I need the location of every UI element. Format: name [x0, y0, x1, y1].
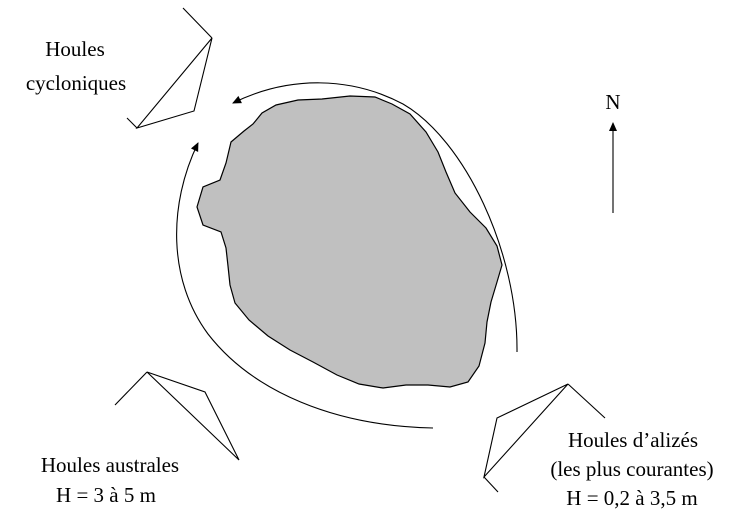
current-arrow-north [232, 82, 518, 353]
cyclonic-swell-label: Houles cycloniques [26, 37, 126, 95]
svg-text:Houles australes: Houles australes [41, 453, 179, 477]
svg-text:H = 3 à 5 m: H = 3 à 5 m [56, 483, 156, 507]
svg-text:Houles: Houles [45, 37, 105, 61]
austral-swell-label: Houles australes H = 3 à 5 m [41, 453, 179, 507]
current-arrow-west-south [176, 142, 434, 429]
trade-swell-label: Houles d’alizés (les plus courantes) H =… [550, 428, 713, 510]
cyclonic-swell-symbol [126, 7, 213, 130]
svg-text:cycloniques: cycloniques [26, 71, 126, 95]
svg-text:Houles d’alizés: Houles d’alizés [568, 428, 698, 452]
north-label: N [605, 90, 620, 114]
svg-text:(les plus courantes): (les plus courantes) [550, 457, 713, 481]
svg-text:H = 0,2 à 3,5 m: H = 0,2 à 3,5 m [566, 486, 697, 510]
island-shape [196, 95, 503, 389]
trade-swell-symbol [483, 383, 606, 493]
austral-swell-symbol [114, 371, 240, 461]
